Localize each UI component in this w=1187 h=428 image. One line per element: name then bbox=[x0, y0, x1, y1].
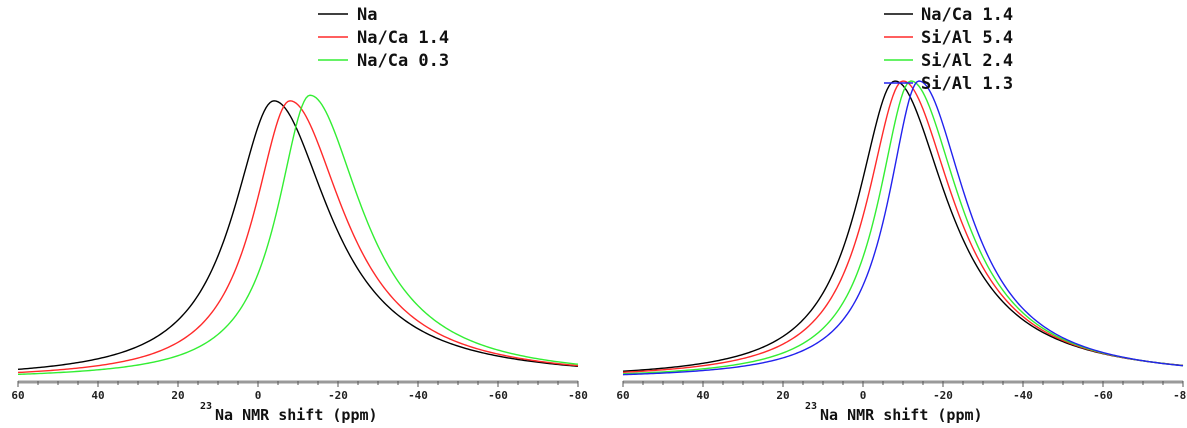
legend-label-3: Na/Ca 0.3 bbox=[357, 51, 449, 71]
legend-label-4: Si/Al 1.3 bbox=[921, 74, 1013, 94]
series-line-1 bbox=[17, 100, 579, 371]
x-tick-label: 20 bbox=[776, 389, 789, 402]
x-tick-label: -80 bbox=[1173, 389, 1187, 402]
x-tick-label: -40 bbox=[408, 389, 428, 402]
x-tick-label: -20 bbox=[933, 389, 953, 402]
x-axis-title-superscript: 23 bbox=[805, 401, 817, 412]
series-line-4 bbox=[622, 80, 1184, 376]
x-tick-label: -80 bbox=[568, 389, 588, 402]
series-line-3 bbox=[17, 94, 579, 376]
left-chart-panel: 60 40 20 0 -20 -40 -60 -80 23 Na NMR shift (ppm) N… bbox=[11, 5, 588, 424]
x-tick-label: 0 bbox=[860, 389, 867, 402]
x-tick-label: 0 bbox=[255, 389, 262, 402]
x-tick-label: -20 bbox=[328, 389, 348, 402]
x-tick-label: -60 bbox=[1093, 389, 1113, 402]
x-axis-title: Na NMR shift (ppm) bbox=[820, 406, 983, 424]
legend-label-1: Na bbox=[357, 5, 377, 25]
x-tick-label: -40 bbox=[1013, 389, 1033, 402]
x-tick-label: 20 bbox=[171, 389, 184, 402]
legend-label-1: Na/Ca 1.4 bbox=[921, 5, 1013, 25]
x-tick-label: -60 bbox=[488, 389, 508, 402]
x-tick-label: 60 bbox=[11, 389, 24, 402]
x-tick-label: 40 bbox=[91, 389, 104, 402]
x-axis-title: Na NMR shift (ppm) bbox=[215, 406, 378, 424]
legend-label-2: Na/Ca 1.4 bbox=[357, 28, 449, 48]
legend-label-2: Si/Al 5.4 bbox=[921, 28, 1013, 48]
legend-label-3: Si/Al 2.4 bbox=[921, 51, 1013, 71]
x-tick-label: 60 bbox=[616, 389, 629, 402]
x-axis-title-superscript: 23 bbox=[200, 401, 212, 412]
series-line-2 bbox=[17, 100, 579, 374]
x-tick-label: 40 bbox=[696, 389, 709, 402]
